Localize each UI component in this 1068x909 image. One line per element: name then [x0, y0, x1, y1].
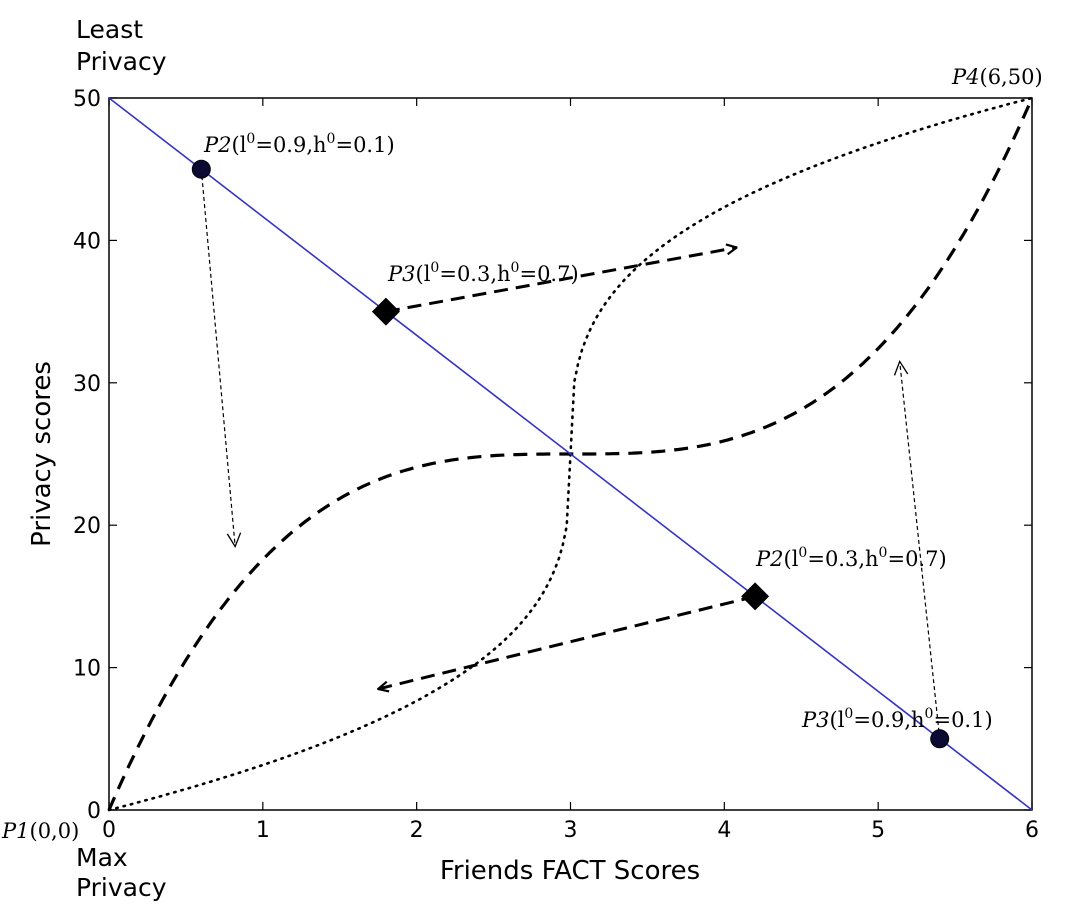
- thick-arrow: [385, 248, 737, 314]
- p1-label: P1(0,0): [1, 819, 79, 843]
- x-tick-label: 4: [717, 818, 731, 843]
- p4-label: P4(6,50): [951, 65, 1043, 89]
- arrows: [200, 169, 941, 739]
- y-tick-label: 50: [73, 87, 101, 112]
- max-privacy-label-line1: Max: [76, 843, 128, 872]
- p3-low-label: P3(l0=0.9,h0=0.1): [801, 706, 993, 732]
- p2-low-label: P2(l0=0.3,h0=0.7): [755, 545, 947, 571]
- y-tick-label: 10: [73, 657, 101, 682]
- y-axis-title: Privacy scores: [27, 361, 57, 547]
- x-axis-title: Friends FACT Scores: [440, 856, 700, 886]
- max-privacy-label-line2: Privacy: [76, 873, 167, 902]
- markers: [191, 159, 950, 749]
- x-tick-label: 5: [871, 818, 885, 843]
- x-tick-label: 1: [256, 818, 270, 843]
- p2-high-label: P2(l0=0.9,h0=0.1): [203, 131, 395, 157]
- curves: [107, 96, 1034, 812]
- y-tick-label: 30: [73, 372, 101, 397]
- y-tick-label: 40: [73, 229, 101, 254]
- diamond-marker: [371, 297, 400, 326]
- p3-high-label: P3(l0=0.3,h0=0.7): [387, 260, 579, 286]
- y-tick-label: 20: [73, 514, 101, 539]
- least-privacy-label-line2: Privacy: [76, 47, 167, 76]
- circle-marker: [191, 159, 211, 179]
- axis-ticks: 0 1 2 3 4 5 6 0 10 20 30 40 50: [73, 87, 1039, 843]
- thin-arrow: [200, 169, 235, 546]
- thin-arrow: [900, 361, 941, 739]
- thick-arrow: [378, 594, 756, 689]
- x-tick-label: 3: [564, 818, 578, 843]
- x-tick-label: 2: [410, 818, 424, 843]
- least-privacy-label-line1: Least: [76, 15, 143, 44]
- circle-marker: [930, 729, 950, 749]
- diamond-marker: [741, 582, 770, 611]
- y-tick-label: 0: [87, 799, 101, 824]
- x-tick-label: 0: [102, 818, 116, 843]
- blue-line: [108, 97, 1033, 811]
- x-tick-label: 6: [1025, 818, 1039, 843]
